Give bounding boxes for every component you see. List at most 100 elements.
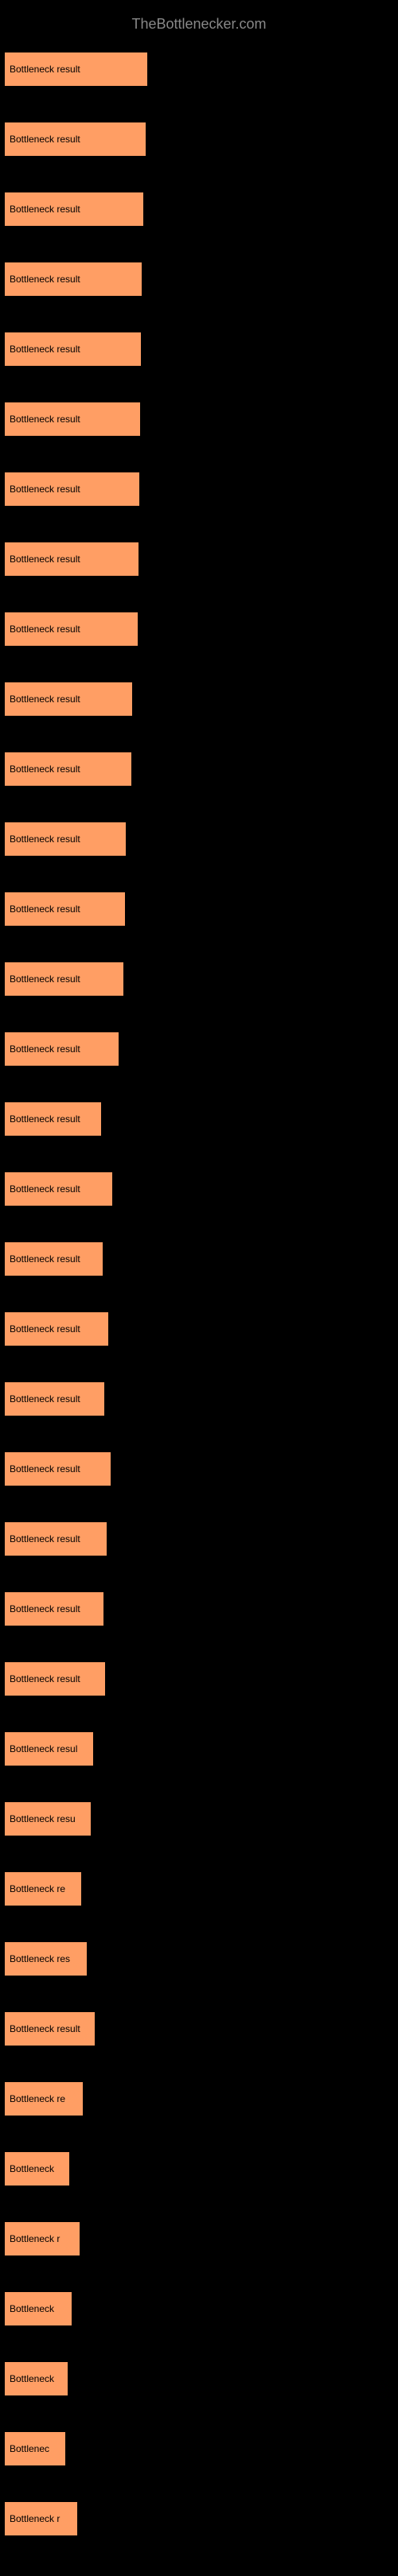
bar-inner-label: Bottleneck result <box>10 554 80 565</box>
bottleneck-bar: Bottleneck resu <box>4 1801 92 1836</box>
bar-row: Bottleneck re <box>4 1868 394 1924</box>
bottleneck-bar: Bottleneck result <box>4 612 139 647</box>
bar-value: 49 <box>129 901 145 918</box>
bar-inner-label: Bottleneck result <box>10 1603 80 1614</box>
bar-row: Bottleneck result 51. <box>4 398 394 454</box>
bar-wrapper: Bottleneck result 51. <box>4 612 394 647</box>
bar-row: Bottleneck result <box>4 1238 394 1294</box>
bar-wrapper: Bottleneck result <box>4 1661 394 1696</box>
bar-wrapper: Bottleneck result 49 <box>4 892 394 927</box>
bar-inner-label: Bottleneck result <box>10 1043 80 1055</box>
bar-inner-label: Bottleneck result <box>10 973 80 985</box>
bar-row: Bottleneck result <box>4 2008 394 2064</box>
bar-inner-label: Bottleneck result <box>10 344 80 355</box>
bar-wrapper: Bottleneck result 50 <box>4 682 394 717</box>
bar-row: Bottleneck result51. <box>4 258 394 314</box>
bottleneck-bar: Bottleneck result <box>4 332 142 367</box>
bar-inner-label: Bottleneck result <box>10 1463 80 1474</box>
bottleneck-bar: Bottleneck result <box>4 122 146 157</box>
bar-wrapper: Bottleneck <box>4 2361 394 2396</box>
bar-row: Bottleneck <box>4 2288 394 2344</box>
bar-wrapper: Bottleneck result52.8 <box>4 52 394 87</box>
bottleneck-bar: Bottleneck <box>4 2361 68 2396</box>
bar-wrapper: Bottleneck <box>4 2151 394 2186</box>
bar-inner-label: Bottleneck result <box>10 1183 80 1195</box>
bar-value: 52.8 <box>151 61 179 78</box>
bar-value: 50 <box>135 761 151 778</box>
bar-value: 52.5 <box>150 131 178 148</box>
bar-row: Bottleneck result 49 <box>4 818 394 874</box>
bar-wrapper: Bottleneck result52% <box>4 192 394 227</box>
bar-inner-label: Bottleneck result <box>10 694 80 705</box>
bar-inner-label: Bottleneck result <box>10 414 80 425</box>
bar-inner-label: Bottleneck result <box>10 1393 80 1405</box>
bar-inner-label: Bottlenec <box>10 2443 49 2454</box>
bar-wrapper: Bottleneck res <box>4 1941 394 1976</box>
bottleneck-bar: Bottleneck r <box>4 2501 78 2536</box>
bar-wrapper: Bottleneck r <box>4 2221 394 2256</box>
bar-inner-label: Bottleneck result <box>10 1673 80 1684</box>
bar-row: Bottleneck result <box>4 1168 394 1224</box>
bottleneck-bar: Bottleneck re <box>4 2081 84 2116</box>
bar-inner-label: Bottleneck result <box>10 1113 80 1125</box>
bottleneck-bar: Bottleneck result <box>4 402 141 437</box>
bottleneck-bar: Bottleneck result <box>4 962 124 997</box>
bar-row: Bottleneck result 51. <box>4 608 394 664</box>
bar-value: 51. <box>142 621 162 638</box>
bar-wrapper: Bottleneck result <box>4 1521 394 1556</box>
bar-wrapper: Bottleneck result51. <box>4 472 394 507</box>
bar-inner-label: Bottleneck result <box>10 484 80 495</box>
bar-inner-label: Bottleneck res <box>10 1953 70 1964</box>
bar-inner-label: Bottleneck r <box>10 2513 60 2524</box>
bar-row: Bottleneck result 51. <box>4 328 394 384</box>
bar-row: Bottleneck result 51. <box>4 538 394 594</box>
bar-wrapper: Bottleneck result <box>4 1032 394 1067</box>
bar-inner-label: Bottleneck result <box>10 134 80 145</box>
bottleneck-bar: Bottleneck result <box>4 542 139 577</box>
bar-row: Bottleneck result52% <box>4 188 394 244</box>
bar-inner-label: Bottleneck result <box>10 903 80 915</box>
bar-row: Bottleneck r <box>4 2218 394 2274</box>
bottleneck-bar: Bottleneck result <box>4 2011 96 2046</box>
bottleneck-bar: Bottleneck result <box>4 1591 104 1626</box>
bottleneck-bar: Bottleneck r <box>4 2221 80 2256</box>
bar-inner-label: Bottleneck result <box>10 2023 80 2034</box>
bottleneck-chart: Bottleneck result52.8Bottleneck result52… <box>0 49 398 2554</box>
bar-wrapper: Bottleneck result 51. <box>4 402 394 437</box>
bottleneck-bar: Bottleneck result <box>4 822 127 857</box>
bottleneck-bar: Bottleneck result <box>4 892 126 927</box>
bar-row: Bottleneck result52.8 <box>4 49 394 104</box>
bar-value: 51. <box>144 411 164 428</box>
bar-row: Bottleneck result <box>4 1518 394 1574</box>
bar-row: Bottleneck result <box>4 1448 394 1504</box>
bottleneck-bar: Bottleneck result <box>4 472 140 507</box>
bar-inner-label: Bottleneck result <box>10 833 80 845</box>
bar-row: Bottleneck result 49 <box>4 958 394 1014</box>
bar-row: Bottleneck result 50 <box>4 678 394 734</box>
bar-wrapper: Bottleneck result <box>4 1102 394 1136</box>
bar-inner-label: Bottleneck result <box>10 1323 80 1335</box>
bar-row: Bottleneck result <box>4 1588 394 1644</box>
bottleneck-bar: Bottleneck result <box>4 262 142 297</box>
bar-value: 49 <box>130 831 146 848</box>
bar-wrapper: Bottleneck result 49 <box>4 822 394 857</box>
bar-row: Bottleneck result 49 <box>4 888 394 944</box>
bar-wrapper: Bottleneck result50 <box>4 752 394 787</box>
bar-value: 51. <box>146 271 166 288</box>
bottleneck-bar: Bottleneck result <box>4 1311 109 1346</box>
bar-value: 51. <box>142 551 162 568</box>
bar-value: 51. <box>145 341 165 358</box>
bar-value: 50 <box>136 691 152 708</box>
bar-wrapper: Bottleneck result <box>4 1171 394 1206</box>
bar-inner-label: Bottleneck result <box>10 1533 80 1544</box>
bar-value: 52% <box>147 201 176 218</box>
bar-inner-label: Bottleneck result <box>10 624 80 635</box>
bar-wrapper: Bottleneck result 51. <box>4 542 394 577</box>
bottleneck-bar: Bottleneck result <box>4 1521 107 1556</box>
bar-row: Bottleneck <box>4 2148 394 2204</box>
bar-wrapper: Bottleneck result51. <box>4 262 394 297</box>
bar-value: 49 <box>127 971 143 988</box>
bar-row: Bottleneck result51. <box>4 468 394 524</box>
bottleneck-bar: Bottleneck resul <box>4 1731 94 1766</box>
bar-wrapper: Bottleneck resul <box>4 1731 394 1766</box>
